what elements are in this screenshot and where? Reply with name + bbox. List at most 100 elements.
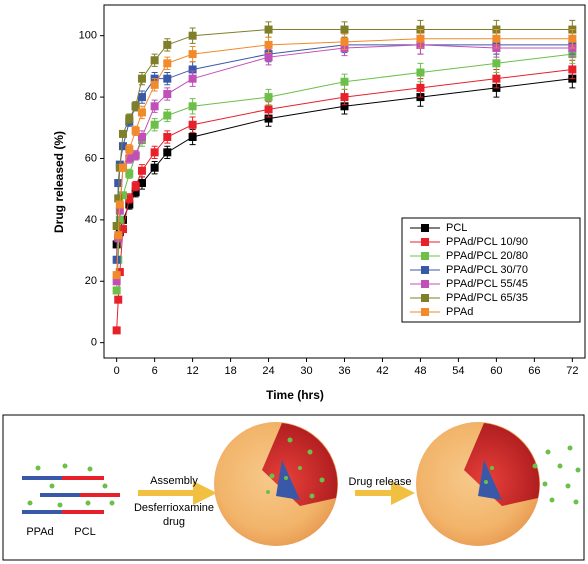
legend-label: PPAd/PCL 55/45 (446, 278, 528, 290)
marker (188, 120, 197, 129)
marker (568, 34, 577, 43)
x-tick-label: 24 (262, 365, 274, 377)
marker (150, 80, 159, 89)
marker (112, 271, 121, 280)
marker (188, 65, 197, 74)
legend-marker (421, 238, 429, 246)
legend-marker (421, 252, 429, 260)
marker (163, 40, 172, 49)
diagram: PPAd PCL Assembly Desferrioxamine drug D… (2, 414, 585, 561)
marker (188, 132, 197, 141)
x-tick-label: 66 (528, 365, 540, 377)
marker (125, 200, 134, 209)
legend-marker (421, 294, 429, 302)
marker (125, 194, 134, 203)
marker (264, 25, 273, 34)
legend-label: PPAd (446, 306, 473, 318)
marker (137, 93, 146, 102)
marker (114, 295, 123, 304)
released-dots (532, 445, 581, 505)
marker (114, 194, 123, 203)
x-tick-label: 30 (300, 365, 312, 377)
marker (150, 163, 159, 172)
marker (125, 169, 134, 178)
marker (112, 255, 121, 264)
marker (264, 53, 273, 62)
y-tick-label: 0 (91, 337, 97, 349)
y-axis-label: Drug released (%) (52, 131, 66, 233)
marker (340, 77, 349, 86)
marker (188, 74, 197, 83)
legend-marker (421, 266, 429, 274)
marker (264, 114, 273, 123)
marker (150, 148, 159, 157)
step-agent: drug (163, 516, 185, 528)
marker (264, 40, 273, 49)
x-tick-label: 42 (376, 365, 388, 377)
marker (340, 102, 349, 111)
marker (492, 59, 501, 68)
legend-marker (421, 308, 429, 316)
legend-label: PPAd/PCL 10/90 (446, 236, 528, 248)
marker (131, 102, 140, 111)
x-tick-label: 18 (224, 365, 236, 377)
marker (163, 90, 172, 99)
marker (188, 31, 197, 40)
micelle (416, 422, 540, 546)
polymers (22, 476, 120, 514)
marker (163, 111, 172, 120)
marker (150, 120, 159, 129)
marker (125, 154, 134, 163)
x-tick-label: 0 (114, 365, 120, 377)
legend-marker (421, 280, 429, 288)
polymer-label: PCL (74, 526, 95, 538)
marker (115, 200, 124, 209)
marker (114, 179, 123, 188)
marker (188, 102, 197, 111)
marker (118, 163, 127, 172)
x-tick-label: 36 (338, 365, 350, 377)
marker (131, 182, 140, 191)
marker (131, 188, 140, 197)
legend-label: PPAd/PCL 20/80 (446, 250, 528, 262)
marker (340, 93, 349, 102)
marker (163, 74, 172, 83)
legend-label: PCL (446, 222, 467, 234)
marker (137, 108, 146, 117)
plot: 0 20 40 60 80 100 0 6 12 18 24 30 36 42 48 54 60 66 72 PCL P… (79, 4, 586, 377)
y-tick-label: 100 (79, 30, 97, 42)
marker (131, 151, 140, 160)
marker (115, 215, 124, 224)
marker (416, 83, 425, 92)
step-label: Drug release (349, 476, 412, 488)
marker (264, 105, 273, 114)
marker (163, 132, 172, 141)
marker (137, 74, 146, 83)
y-tick-label: 80 (85, 91, 97, 103)
step-label: Assembly (150, 475, 198, 487)
marker (131, 126, 140, 135)
x-tick-label: 60 (490, 365, 502, 377)
marker (112, 326, 121, 335)
legend-label: PPAd/PCL 65/35 (446, 292, 528, 304)
y-tick-label: 20 (85, 275, 97, 287)
marker (125, 114, 134, 123)
x-tick-label: 54 (452, 365, 464, 377)
marker (163, 59, 172, 68)
marker (340, 25, 349, 34)
marker (150, 102, 159, 111)
x-tick-label: 12 (186, 365, 198, 377)
marker (188, 50, 197, 59)
marker (125, 145, 134, 154)
marker (112, 222, 121, 231)
marker (118, 129, 127, 138)
x-tick-label: 72 (566, 365, 578, 377)
x-tick-label: 48 (414, 365, 426, 377)
x-tick-label: 6 (152, 365, 158, 377)
legend-label: PPAd/PCL 30/70 (446, 264, 528, 276)
diagram-frame (2, 414, 585, 561)
micelle (214, 422, 338, 546)
marker (568, 65, 577, 74)
marker (137, 132, 146, 141)
